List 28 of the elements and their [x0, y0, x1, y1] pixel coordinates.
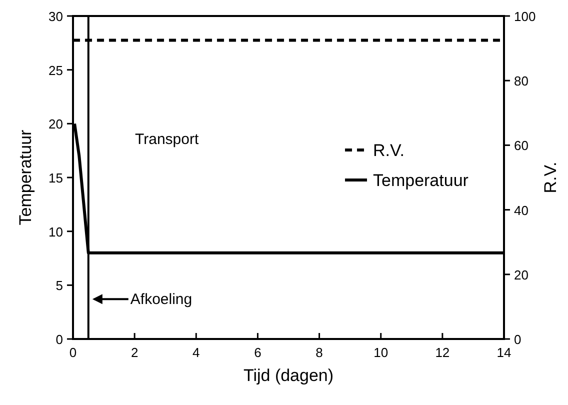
y-tick-label: 0	[56, 332, 63, 347]
x-tick-label: 4	[192, 345, 200, 360]
x-axis-title: Tijd (dagen)	[243, 366, 334, 385]
y-axis-title: Temperatuur	[16, 129, 35, 226]
y-tick-label: 15	[48, 170, 63, 186]
y-tick-label: 30	[48, 9, 63, 24]
y-tick-label: 25	[48, 62, 63, 78]
y-tick-label: 10	[48, 224, 63, 240]
y-tick-label: 20	[48, 116, 63, 132]
x-tick-label: 0	[69, 345, 77, 360]
legend-label: R.V.	[373, 141, 405, 160]
annotation: Transport	[135, 131, 200, 148]
y2-tick-label: 0	[514, 332, 522, 347]
y2-tick-label: 20	[514, 267, 528, 282]
y2-tick-label: 100	[514, 9, 536, 24]
x-tick-label: 2	[130, 345, 138, 360]
x-tick-label: 6	[254, 345, 262, 360]
x-tick-label: 14	[496, 345, 512, 360]
y2-tick-label: 80	[514, 74, 528, 89]
x-tick-label: 12	[435, 345, 450, 360]
x-tick-label: 10	[374, 345, 388, 360]
y2-tick-label: 60	[514, 138, 528, 154]
x-tick-label: 8	[316, 345, 323, 360]
y2-tick-label: 40	[514, 202, 528, 218]
y2-axis-title: R.V.	[541, 162, 560, 194]
annotation: Afkoeling	[130, 291, 192, 308]
legend-label: Temperatuur	[373, 171, 469, 190]
y-tick-label: 5	[56, 278, 63, 294]
